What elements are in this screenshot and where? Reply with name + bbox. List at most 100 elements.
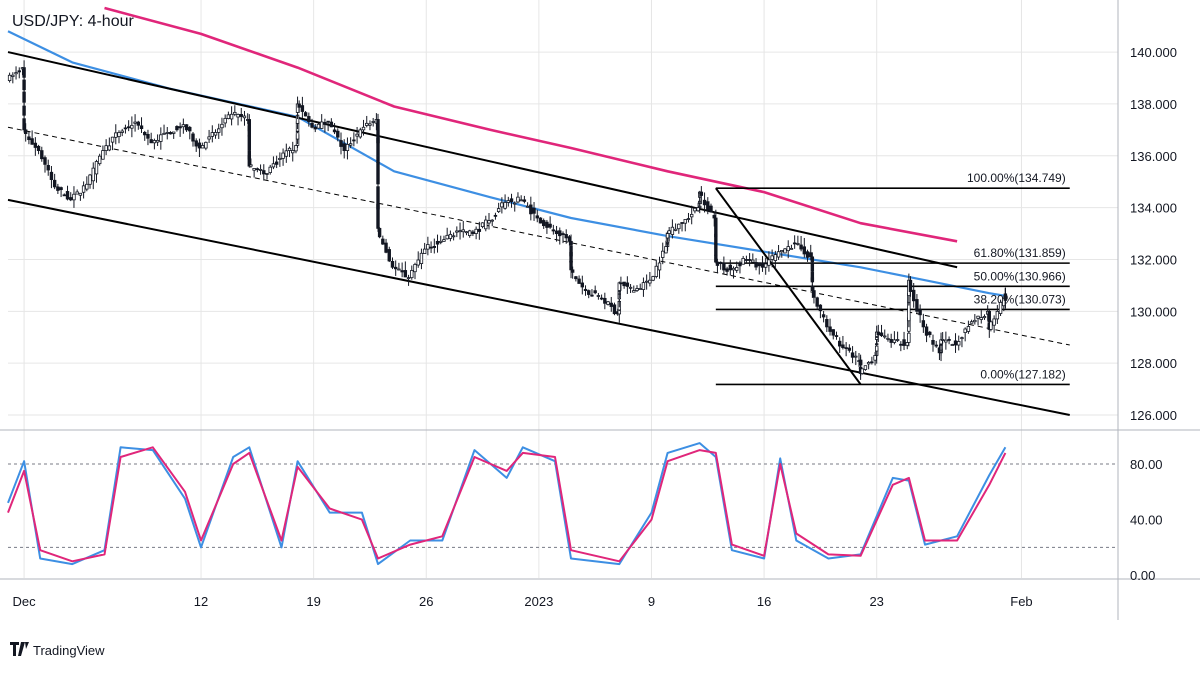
- candle-body: [654, 265, 659, 277]
- candle-body: [204, 141, 208, 149]
- tradingview-logo-icon[interactable]: [10, 642, 29, 656]
- candle-body: [966, 326, 971, 332]
- candle-body: [680, 222, 684, 224]
- candle-body: [464, 231, 469, 234]
- candle-body: [62, 194, 67, 197]
- candle-body: [519, 199, 523, 202]
- candle-body: [953, 340, 958, 346]
- candle-body: [574, 276, 578, 280]
- candle-body: [828, 326, 832, 332]
- candle-body: [513, 202, 517, 205]
- candle-body: [194, 140, 198, 147]
- candle-body: [907, 332, 911, 343]
- candle-body: [284, 150, 289, 157]
- candle-body: [75, 191, 79, 195]
- candle-body: [706, 201, 710, 211]
- candle-body: [834, 335, 839, 337]
- candle-body: [908, 279, 913, 292]
- candle-body: [969, 321, 974, 324]
- candle-body: [850, 352, 855, 358]
- candle-body: [165, 132, 169, 134]
- candle-body: [233, 111, 237, 115]
- candle-body: [609, 302, 613, 307]
- candle-body: [23, 129, 28, 135]
- time-tick-label: 2023: [524, 594, 553, 609]
- candle-body: [989, 321, 993, 330]
- candle-body: [262, 170, 266, 175]
- candle-body: [175, 126, 179, 131]
- candle-body: [532, 207, 536, 214]
- candle-body: [837, 340, 842, 347]
- candle-body: [159, 134, 163, 142]
- candle-body: [789, 247, 794, 250]
- candle-body: [281, 152, 285, 159]
- time-tick-label: 16: [757, 594, 771, 609]
- candle-body: [477, 228, 482, 232]
- candle-body: [410, 270, 414, 279]
- candle-body: [368, 123, 372, 126]
- candle-body: [133, 121, 137, 124]
- candle-body: [336, 130, 340, 138]
- candle-body: [152, 140, 157, 144]
- candle-body: [735, 267, 739, 271]
- candle-body: [11, 74, 15, 77]
- frame-layer: [0, 0, 1200, 620]
- candle-body: [863, 365, 868, 370]
- fib-level-label: 38.20%(130.073): [974, 292, 1066, 306]
- candle-body: [27, 136, 31, 141]
- candle-body: [874, 345, 879, 352]
- candle-body: [242, 115, 247, 119]
- candle-body: [812, 290, 816, 298]
- candle-body: [728, 264, 733, 271]
- candle-body: [91, 167, 95, 182]
- candle-body: [471, 231, 475, 234]
- price-tick-label: 132.000: [1130, 252, 1177, 267]
- candle-body: [207, 136, 211, 140]
- candle-body: [435, 240, 440, 245]
- candle-body: [796, 243, 800, 245]
- candle-body: [46, 164, 50, 171]
- candle-body: [490, 219, 494, 222]
- candle-body: [171, 131, 176, 134]
- candle-body: [381, 238, 385, 245]
- candle-body: [744, 259, 749, 261]
- candle-body: [484, 219, 488, 230]
- candle-body: [258, 169, 263, 171]
- candle-body: [525, 205, 530, 208]
- candle-body: [400, 270, 404, 273]
- stoch-tick-label: 0.00: [1130, 568, 1155, 583]
- candle-body: [960, 337, 964, 340]
- candle-body: [757, 262, 761, 267]
- candle-body: [603, 297, 607, 304]
- candle-body: [445, 234, 449, 240]
- candle-body: [426, 244, 430, 250]
- candle-body: [976, 315, 980, 319]
- candle-body: [590, 294, 594, 297]
- candle-body: [950, 344, 955, 346]
- candle-body: [715, 261, 720, 266]
- candle-body: [792, 242, 797, 245]
- candle-body: [902, 339, 906, 346]
- candle-body: [886, 337, 890, 340]
- candle-body: [36, 145, 41, 151]
- candle-body: [847, 347, 852, 351]
- candle-body: [780, 250, 784, 253]
- candle-body: [895, 339, 900, 341]
- candle-body: [551, 229, 556, 232]
- tradingview-logo-mark: [10, 642, 29, 656]
- candle-body: [316, 123, 321, 129]
- candle-body: [883, 335, 887, 338]
- tradingview-brand-name[interactable]: TradingView: [33, 643, 105, 658]
- candle-body: [17, 70, 21, 73]
- candle-body: [110, 136, 115, 143]
- candle-body: [529, 204, 533, 215]
- candle-body: [188, 126, 192, 132]
- candle-body: [702, 199, 707, 206]
- candle-body: [831, 329, 835, 336]
- candle-body: [651, 276, 655, 281]
- time-tick-label: 23: [869, 594, 883, 609]
- candle-body: [583, 288, 588, 291]
- candle-body: [606, 301, 610, 305]
- candle-body: [397, 268, 401, 271]
- candle-body: [43, 157, 47, 165]
